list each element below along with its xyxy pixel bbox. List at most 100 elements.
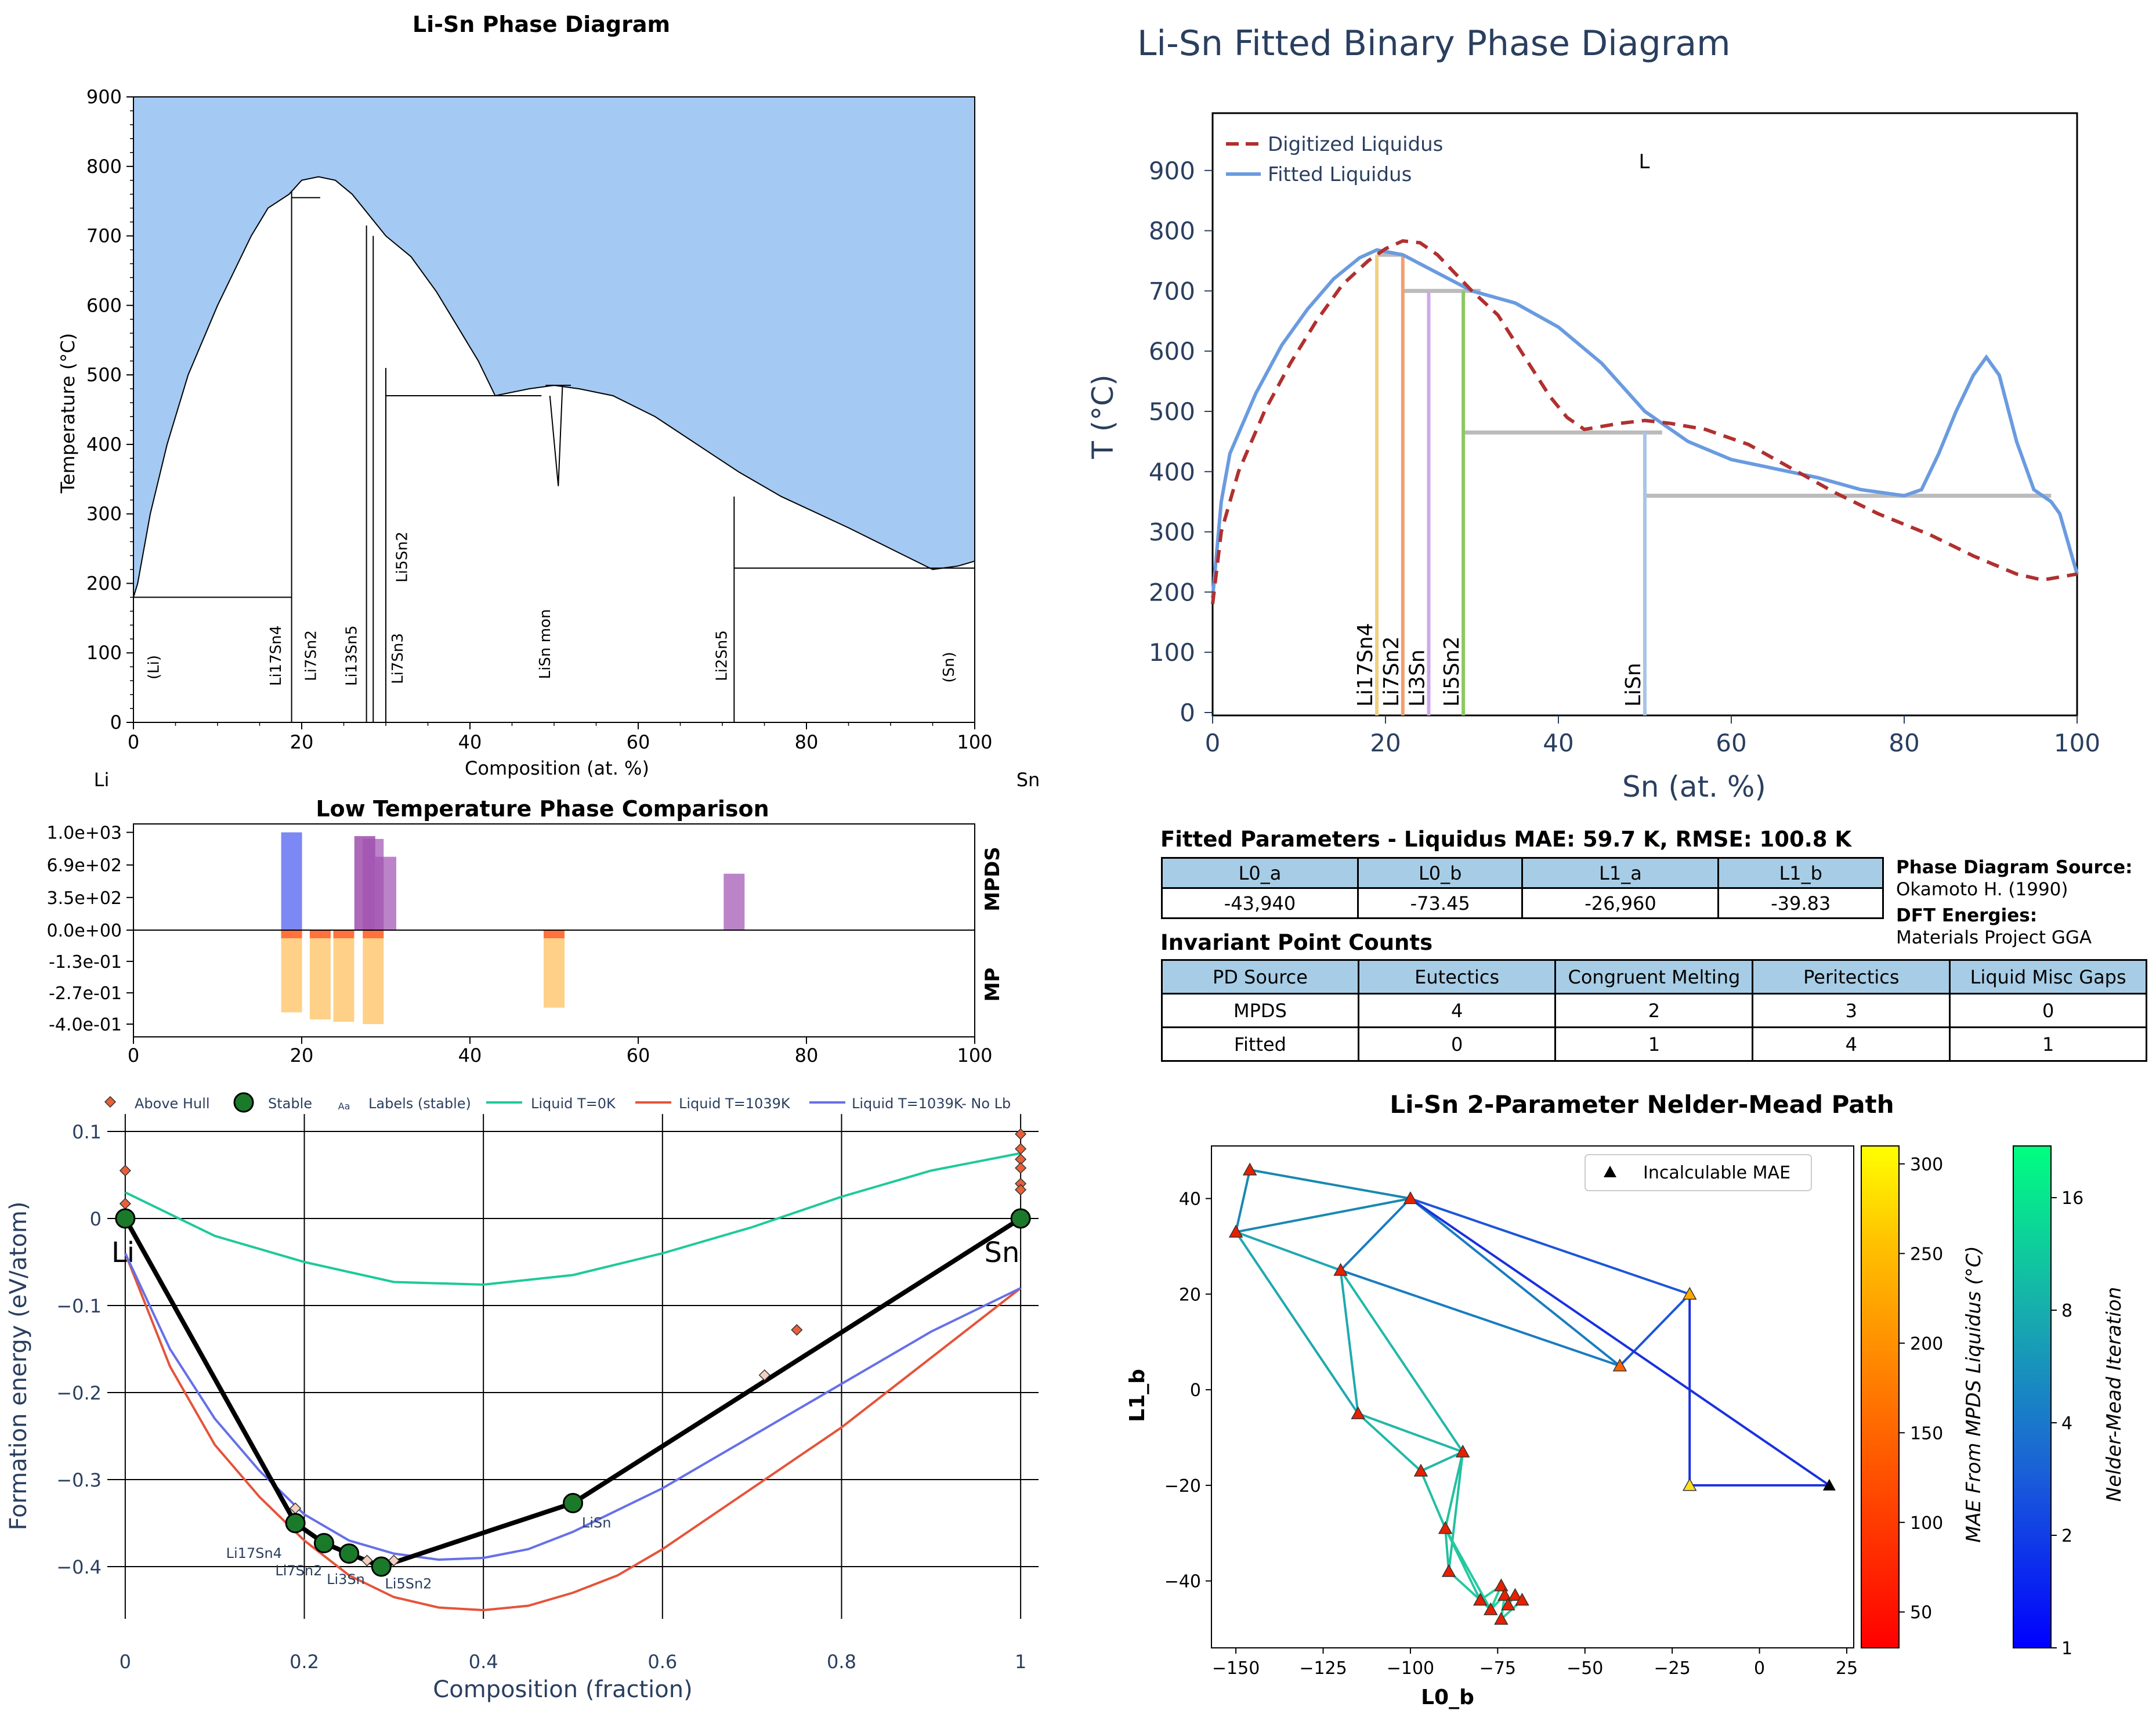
x-tick-label: 80: [795, 731, 819, 753]
y-tick-label: 40: [1179, 1189, 1201, 1210]
incalculable-vertex: [1822, 1478, 1836, 1491]
x-tick-label: 0: [128, 731, 139, 753]
y-tick-label: 1.0e+03: [47, 823, 122, 844]
simplex-vertex: [1473, 1593, 1488, 1606]
stable-point: [371, 1556, 392, 1577]
simplex-vertex: [1333, 1263, 1348, 1276]
param-header-l1b: L1_b: [1717, 857, 1884, 889]
x-tick-label: 0: [1754, 1658, 1765, 1679]
phase-label: (Li): [146, 655, 163, 679]
digitized-liquidus-curve: [1211, 239, 2078, 605]
phase-vertical-label: Li17Sn4: [1354, 623, 1377, 707]
dft-energies-value: Materials Project GGA: [1896, 927, 2092, 948]
liquid-0k-curve: [125, 1152, 1021, 1286]
nelder-mead-ylabel: L1_b: [1126, 1369, 1149, 1422]
dft-energies-label: DFT Energies:: [1896, 905, 2038, 926]
formation-energy-ylabel: Formation energy (eV/atom): [5, 1202, 32, 1531]
legend-fitted: Fitted Liquidus: [1268, 163, 1412, 186]
x-tick-label: 0: [128, 1044, 139, 1066]
fitted-diagram-liquid-label: L: [1639, 150, 1650, 173]
inv-cell: 4: [1357, 993, 1557, 1028]
y-tick-label: 600: [1149, 337, 1195, 366]
y-tick-label: 0: [1180, 699, 1195, 727]
simplex-vertex: [1441, 1564, 1456, 1577]
simplex-vertex: [1413, 1463, 1428, 1477]
simplex-vertex: [1494, 1578, 1509, 1592]
y-tick-label: 800: [1149, 217, 1195, 245]
x-tick-label: 20: [290, 1044, 314, 1066]
iteration-colorbar-tick-label: 4: [2061, 1413, 2072, 1434]
above-hull-marker: [119, 1165, 131, 1177]
y-tick-label: 400: [86, 433, 122, 455]
mae-colorbar-label: MAE From MPDS Liquidus (°C): [1962, 1246, 1985, 1542]
simplex-vertex: [1228, 1224, 1243, 1238]
x-tick-label: 40: [1543, 729, 1573, 757]
legend-liquid-nolb: Liquid T=1039K- No Lb: [852, 1095, 1011, 1112]
mpds-bar: [375, 856, 396, 930]
y-tick-label: -4.0e-01: [49, 1015, 122, 1035]
y-tick-label: 800: [86, 156, 122, 178]
legend-stable-marker: [233, 1092, 254, 1113]
simplex-vertex: [1403, 1191, 1418, 1205]
hull-label: Li7Sn2: [275, 1563, 322, 1579]
simplex-vertex: [1242, 1162, 1257, 1176]
stable-point: [1010, 1208, 1031, 1229]
simplex-vertex: [1515, 1593, 1529, 1606]
x-tick-label: 100: [957, 1044, 992, 1066]
y-tick-label: 6.9e+02: [47, 856, 122, 876]
phase-label: (Sn): [940, 652, 958, 682]
hull-label: Li17Sn4: [226, 1545, 282, 1561]
phase-vertical-label: Li5Sn2: [1440, 636, 1464, 707]
iteration-colorbar-tick-label: 8: [2061, 1301, 2072, 1321]
x-tick-label: 0: [1205, 729, 1221, 757]
fitted-liquidus-curve: [1211, 248, 2079, 599]
table-row: Fitted 0 1 4 1: [1161, 1026, 2147, 1062]
stable-point: [115, 1208, 136, 1229]
x-tick-label: −150: [1212, 1658, 1260, 1679]
legend-above-hull-marker: [104, 1095, 117, 1108]
simplex-vertex: [1438, 1521, 1453, 1534]
legend-liquid-0k: Liquid T=0K: [531, 1095, 616, 1112]
fitted-diagram-panel: Li-Sn Fitted Binary Phase Diagram Sn (at…: [1086, 23, 2100, 804]
low-temp-title: Low Temperature Phase Comparison: [316, 796, 769, 822]
legend-box: [1585, 1154, 1812, 1191]
mpds-side-label: MPDS: [981, 847, 1004, 911]
iteration-colorbar-tick-label: 2: [2061, 1526, 2072, 1546]
fitted-diagram-ylabel: T (°C): [1086, 374, 1120, 459]
x-tick-label: 0.6: [647, 1651, 677, 1673]
iteration-colorbar-tick-label: 1: [2061, 1639, 2072, 1659]
simplex-edge: [1339, 1270, 1466, 1473]
phase-label: Li13Sn5: [343, 625, 360, 686]
simplex-vertex: [1494, 1612, 1509, 1625]
simplex-vertex: [1508, 1588, 1522, 1601]
param-value-l0a: -43,940: [1161, 887, 1359, 919]
y-tick-label: −0.3: [56, 1469, 102, 1491]
simplex-edge: [1338, 1198, 1621, 1367]
x-tick-label: 0.2: [290, 1651, 319, 1673]
y-tick-label: 3.5e+02: [47, 888, 122, 909]
invariant-counts-table: PD Source Eutectics Congruent Melting Pe…: [1161, 959, 2147, 1062]
y-tick-label: −20: [1164, 1476, 1201, 1496]
legend-above-hull: Above Hull: [135, 1095, 210, 1112]
mp-bar-cap: [333, 930, 354, 938]
y-tick-label: 400: [1149, 458, 1195, 486]
legend-liquid-1039k: Liquid T=1039K: [679, 1095, 791, 1112]
fitted-diagram-title: Li-Sn Fitted Binary Phase Diagram: [1137, 23, 1731, 64]
nelder-mead-title: Li-Sn 2-Parameter Nelder-Mead Path: [1390, 1090, 1894, 1119]
x-tick-label: 20: [1370, 729, 1401, 757]
stable-point: [339, 1543, 360, 1564]
above-hull-marker: [758, 1369, 770, 1382]
pd-source-label: Phase Diagram Source:: [1896, 857, 2133, 878]
x-tick-label: 60: [1716, 729, 1746, 757]
y-tick-label: −40: [1164, 1572, 1201, 1592]
y-tick-label: −0.1: [56, 1295, 102, 1317]
legend-labels: Labels (stable): [368, 1095, 471, 1112]
y-tick-label: -2.7e-01: [49, 983, 122, 1004]
y-tick-label: −0.2: [56, 1382, 102, 1404]
phase-label: LiSn mon: [537, 609, 554, 679]
y-tick-label: 0: [1190, 1380, 1201, 1401]
phase-label: Li17Sn4: [267, 625, 285, 686]
simplex-vertex: [1497, 1588, 1512, 1601]
phase-label: Li7Sn3: [389, 633, 407, 684]
